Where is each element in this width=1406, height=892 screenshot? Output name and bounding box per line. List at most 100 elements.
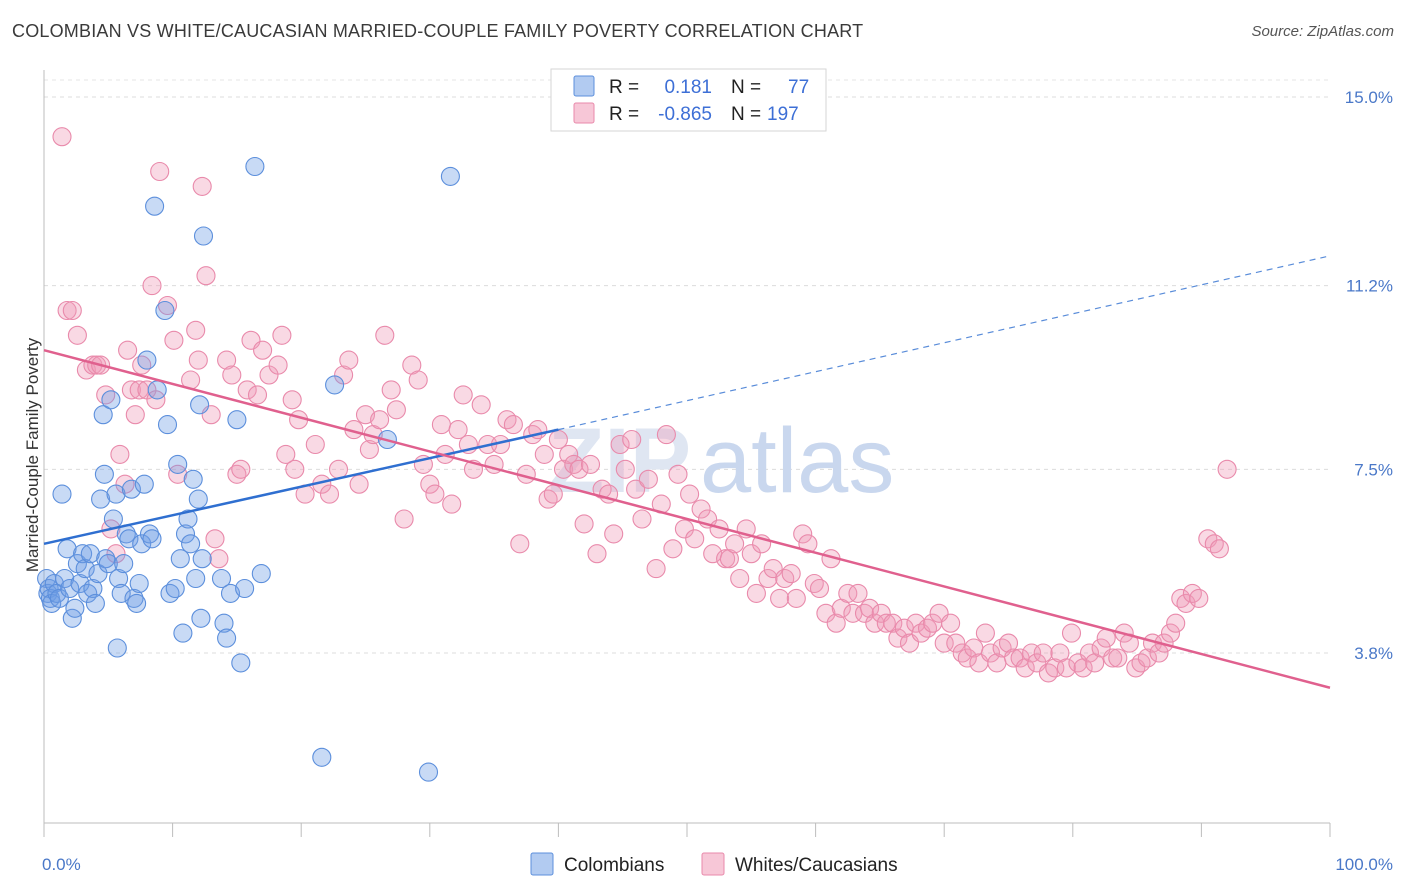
whites-point xyxy=(680,484,700,504)
x-tick-labels: 0.0% 100.0% xyxy=(42,855,1393,874)
colombians-point xyxy=(175,524,196,544)
whites-point xyxy=(268,355,288,375)
whites-point xyxy=(1166,613,1186,633)
whites-point xyxy=(1108,648,1128,668)
legend-r-value-1: 0.181 xyxy=(664,77,712,98)
legend-r-label-2: R = xyxy=(609,104,639,125)
colombians-point xyxy=(173,623,193,643)
colombians-point xyxy=(88,564,108,584)
whites-point xyxy=(848,583,868,603)
y-tick-label-3: 3.8% xyxy=(1354,644,1393,663)
colombians-point xyxy=(121,479,141,499)
series-whites-points xyxy=(52,127,1237,683)
whites-point xyxy=(1045,658,1065,678)
whites-point xyxy=(420,474,440,494)
whites-point xyxy=(957,648,977,668)
grid-lines xyxy=(44,79,1330,654)
whites-point xyxy=(339,350,359,370)
trend-line-colombians xyxy=(43,428,559,546)
colombians-point xyxy=(245,156,265,177)
whites-point xyxy=(883,613,903,633)
whites-point xyxy=(758,568,778,589)
whites-point xyxy=(1160,623,1181,643)
whites-point xyxy=(543,484,563,504)
colombians-point xyxy=(145,196,165,216)
colombians-point xyxy=(91,489,111,509)
trend-line-whites xyxy=(43,348,1331,689)
colombians-point xyxy=(114,554,134,574)
y-tick-label-2: 7.5% xyxy=(1354,460,1393,479)
whites-point xyxy=(674,519,694,539)
whites-point xyxy=(328,459,349,479)
whites-point xyxy=(888,628,908,648)
colombians-point xyxy=(155,300,175,321)
whites-point xyxy=(110,444,130,464)
whites-point xyxy=(781,564,801,584)
whites-point xyxy=(838,583,858,603)
whites-point xyxy=(569,459,589,479)
whites-point xyxy=(142,276,162,296)
whites-point xyxy=(1131,653,1151,673)
bottom-legend-swatch-whites xyxy=(701,852,725,876)
colombians-point xyxy=(227,410,247,430)
whites-point xyxy=(370,410,390,430)
whites-point xyxy=(157,295,178,316)
colombians-point xyxy=(47,583,67,603)
colombians-point xyxy=(165,578,185,599)
colombians-point xyxy=(193,226,214,246)
whites-point xyxy=(691,499,711,519)
colombians-point xyxy=(181,534,201,554)
axes xyxy=(43,70,1331,837)
whites-point xyxy=(860,598,880,618)
whites-point xyxy=(816,603,836,623)
bottom-legend: Colombians Whites/Caucasians xyxy=(530,852,898,876)
colombians-point xyxy=(119,529,139,549)
whites-point xyxy=(1137,648,1157,668)
whites-point xyxy=(1176,593,1196,613)
whites-point xyxy=(1182,583,1202,603)
whites-point xyxy=(276,444,296,464)
whites-point xyxy=(622,429,642,450)
colombians-point xyxy=(325,375,345,395)
colombians-point xyxy=(312,747,332,767)
whites-point xyxy=(471,395,491,415)
legend-box xyxy=(550,68,827,132)
colombians-point xyxy=(157,415,178,435)
whites-point xyxy=(632,509,652,529)
whites-point xyxy=(196,266,216,286)
whites-point xyxy=(305,434,325,455)
colombians-point xyxy=(191,608,211,628)
whites-point xyxy=(150,161,170,182)
whites-point xyxy=(231,459,251,479)
y-tick-label-1: 11.2% xyxy=(1346,277,1393,296)
trend-lines xyxy=(43,255,1331,689)
legend-n-label-2: N = xyxy=(731,104,761,125)
whites-point xyxy=(205,529,225,549)
colombians-point xyxy=(70,573,90,594)
whites-point xyxy=(809,578,830,599)
whites-point xyxy=(168,464,188,484)
whites-point xyxy=(580,454,601,474)
colombians-point xyxy=(190,395,210,415)
x-tick-label-0: 0.0% xyxy=(42,855,81,874)
whites-point xyxy=(574,514,594,534)
whites-point xyxy=(319,484,340,504)
legend-n-value-2: 197 xyxy=(767,104,799,125)
whites-point xyxy=(775,568,795,589)
whites-point xyxy=(188,350,208,370)
x-tick-label-1: 100.0% xyxy=(1335,855,1393,874)
legend-n-label-1: N = xyxy=(731,77,761,98)
whites-point xyxy=(510,534,530,554)
whites-point xyxy=(282,390,302,410)
colombians-point xyxy=(137,350,157,370)
colombians-point xyxy=(217,628,237,648)
whites-point xyxy=(453,385,473,405)
colombians-point xyxy=(107,638,127,658)
whites-point xyxy=(408,370,428,390)
whites-point xyxy=(106,544,126,564)
colombians-point xyxy=(96,549,116,569)
colombians-point xyxy=(60,578,80,599)
whites-point xyxy=(592,479,612,499)
colombians-point xyxy=(73,544,93,564)
whites-point xyxy=(876,613,896,633)
